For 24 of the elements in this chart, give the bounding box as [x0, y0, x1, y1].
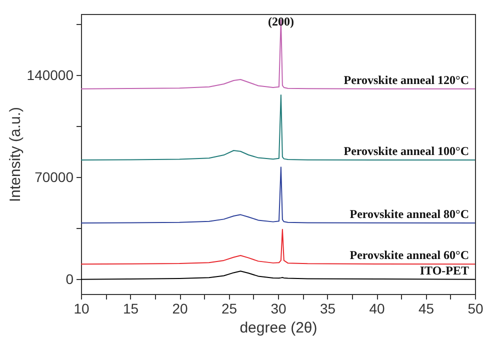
- x-tick-label: 10: [74, 300, 90, 316]
- y-tick-label: 0: [66, 270, 74, 287]
- x-tick-label: 25: [221, 300, 238, 316]
- x-tick-label: 20: [172, 300, 188, 316]
- x-tick-label: 35: [320, 300, 336, 316]
- x-tick-label: 50: [468, 300, 484, 316]
- x-tick-label: 45: [418, 300, 434, 316]
- series-label: ITO-PET: [420, 263, 469, 278]
- x-tick-label: 15: [122, 300, 139, 316]
- annotation: (200): [268, 14, 294, 28]
- series-label: Perovskite anneal 80°C: [350, 206, 469, 221]
- series-label: Perovskite anneal 120°C: [344, 72, 469, 87]
- y-tick-label: 140000: [26, 66, 74, 83]
- line-series: [81, 228, 475, 265]
- x-axis-title: degree (2θ): [240, 320, 318, 336]
- x-tick-label: 40: [369, 300, 385, 316]
- y-tick-label: 70000: [34, 168, 74, 185]
- series-label: Perovskite anneal 100°C: [344, 144, 469, 158]
- series-label: Perovskite anneal 60°C: [350, 248, 469, 262]
- line-series: [81, 19, 475, 90]
- y-axis-title: Intensity (a.u.): [6, 106, 24, 202]
- x-tick-label: 30: [270, 300, 286, 316]
- line-series: [81, 166, 475, 224]
- line-series: [81, 94, 475, 160]
